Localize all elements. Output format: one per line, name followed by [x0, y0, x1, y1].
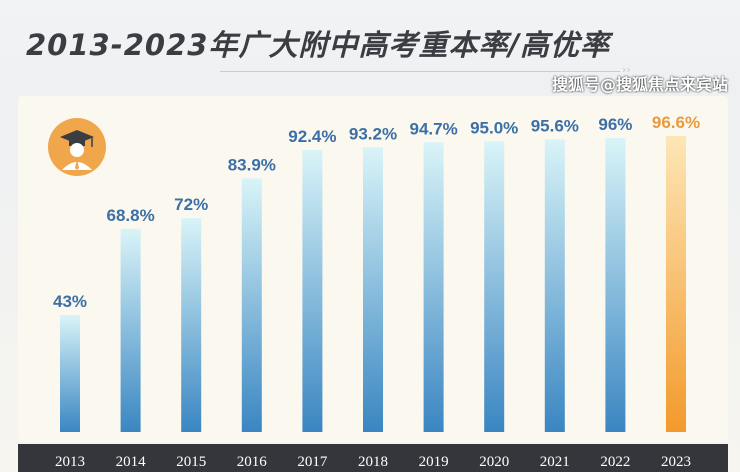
x-tick-2015: 2015 [176, 454, 206, 470]
title-divider [220, 71, 620, 72]
x-tick-2018: 2018 [358, 454, 388, 470]
x-tick-2023: 2023 [661, 454, 691, 470]
x-tick-2022: 2022 [600, 454, 630, 470]
bar-2018 [363, 147, 383, 432]
bar-2013 [60, 314, 80, 432]
graduate-icon [48, 118, 106, 176]
x-tick-2014: 2014 [116, 454, 147, 470]
bar-2015 [181, 218, 202, 432]
x-tick-2021: 2021 [540, 454, 570, 470]
chart-title: 2013-2023年广大附中高考重本率/高优率 [26, 28, 611, 62]
data-label-2023: 96.6% [652, 113, 700, 132]
x-axis-bar [18, 444, 728, 472]
data-label-2020: 95.0% [470, 118, 518, 137]
bar-2017 [302, 149, 323, 432]
x-tick-2017: 2017 [297, 454, 328, 470]
data-label-2019: 94.7% [409, 119, 457, 138]
bar-2023 [666, 135, 686, 432]
double-arrow-icon: ›› [622, 63, 631, 76]
bar-2016 [241, 178, 262, 432]
x-tick-2019: 2019 [419, 454, 449, 470]
bar-2019 [423, 142, 444, 432]
bar-2021 [544, 139, 565, 432]
data-label-2018: 93.2% [349, 124, 397, 143]
data-label-2017: 92.4% [288, 127, 336, 146]
x-tick-2016: 2016 [237, 454, 268, 470]
bar-2014 [120, 228, 141, 432]
data-label-2016: 83.9% [228, 155, 276, 174]
bar-2020 [484, 141, 505, 433]
x-tick-2020: 2020 [479, 454, 509, 470]
bar-2022 [605, 137, 626, 432]
data-label-2021: 95.6% [531, 116, 579, 135]
data-label-2013: 43% [53, 292, 87, 311]
watermark: 搜狐号@搜狐焦点来宾站 [551, 75, 728, 94]
data-label-2014: 68.8% [106, 206, 154, 225]
data-label-2022: 96% [598, 115, 632, 134]
data-label-2015: 72% [174, 195, 208, 214]
x-tick-2013: 2013 [55, 454, 85, 470]
